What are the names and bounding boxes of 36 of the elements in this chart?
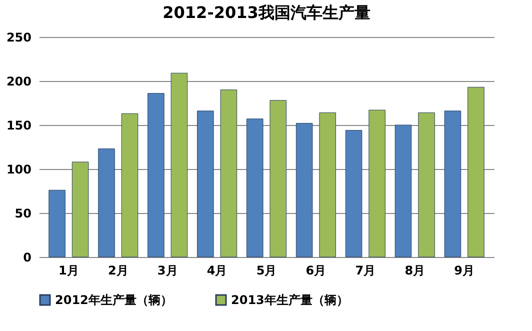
x-tick-label: 1月 [58, 264, 79, 278]
bar [48, 190, 66, 258]
bar [468, 86, 484, 258]
y-tick-label: 150 [6, 118, 32, 132]
x-tick-label: 3月 [157, 264, 178, 278]
y-tick-label: 100 [6, 162, 32, 176]
bar [121, 113, 138, 258]
legend-label: 2013年生产量（辆） [231, 293, 348, 307]
bar [98, 148, 115, 258]
x-tick-label: 6月 [306, 264, 326, 278]
bar [394, 124, 412, 258]
bar [246, 118, 264, 258]
bar [418, 112, 435, 258]
bar [444, 110, 462, 258]
x-tick-label: 7月 [355, 264, 376, 278]
y-tick-label: 0 [23, 250, 32, 264]
bar [296, 122, 313, 258]
bar [170, 72, 188, 258]
bar [197, 110, 214, 258]
bar [270, 100, 287, 258]
x-tick-label: 5月 [256, 264, 277, 278]
x-tick-label: 4月 [206, 264, 228, 278]
bar [72, 162, 89, 258]
y-tick-label: 250 [6, 30, 32, 44]
x-tick-label: 9月 [454, 264, 475, 278]
y-tick-label: 50 [14, 206, 32, 220]
x-tick-label: 2月 [108, 264, 128, 278]
bar [368, 110, 386, 258]
chart-title: 2012-2013我国汽车生产量 [162, 3, 370, 22]
bar [148, 93, 164, 258]
bar [319, 112, 336, 258]
legend-label: 2012年生产量（辆） [55, 293, 172, 307]
x-tick-label: 8月 [404, 264, 426, 278]
bar [345, 130, 362, 258]
bar [220, 90, 238, 258]
y-tick-label: 200 [6, 74, 32, 88]
